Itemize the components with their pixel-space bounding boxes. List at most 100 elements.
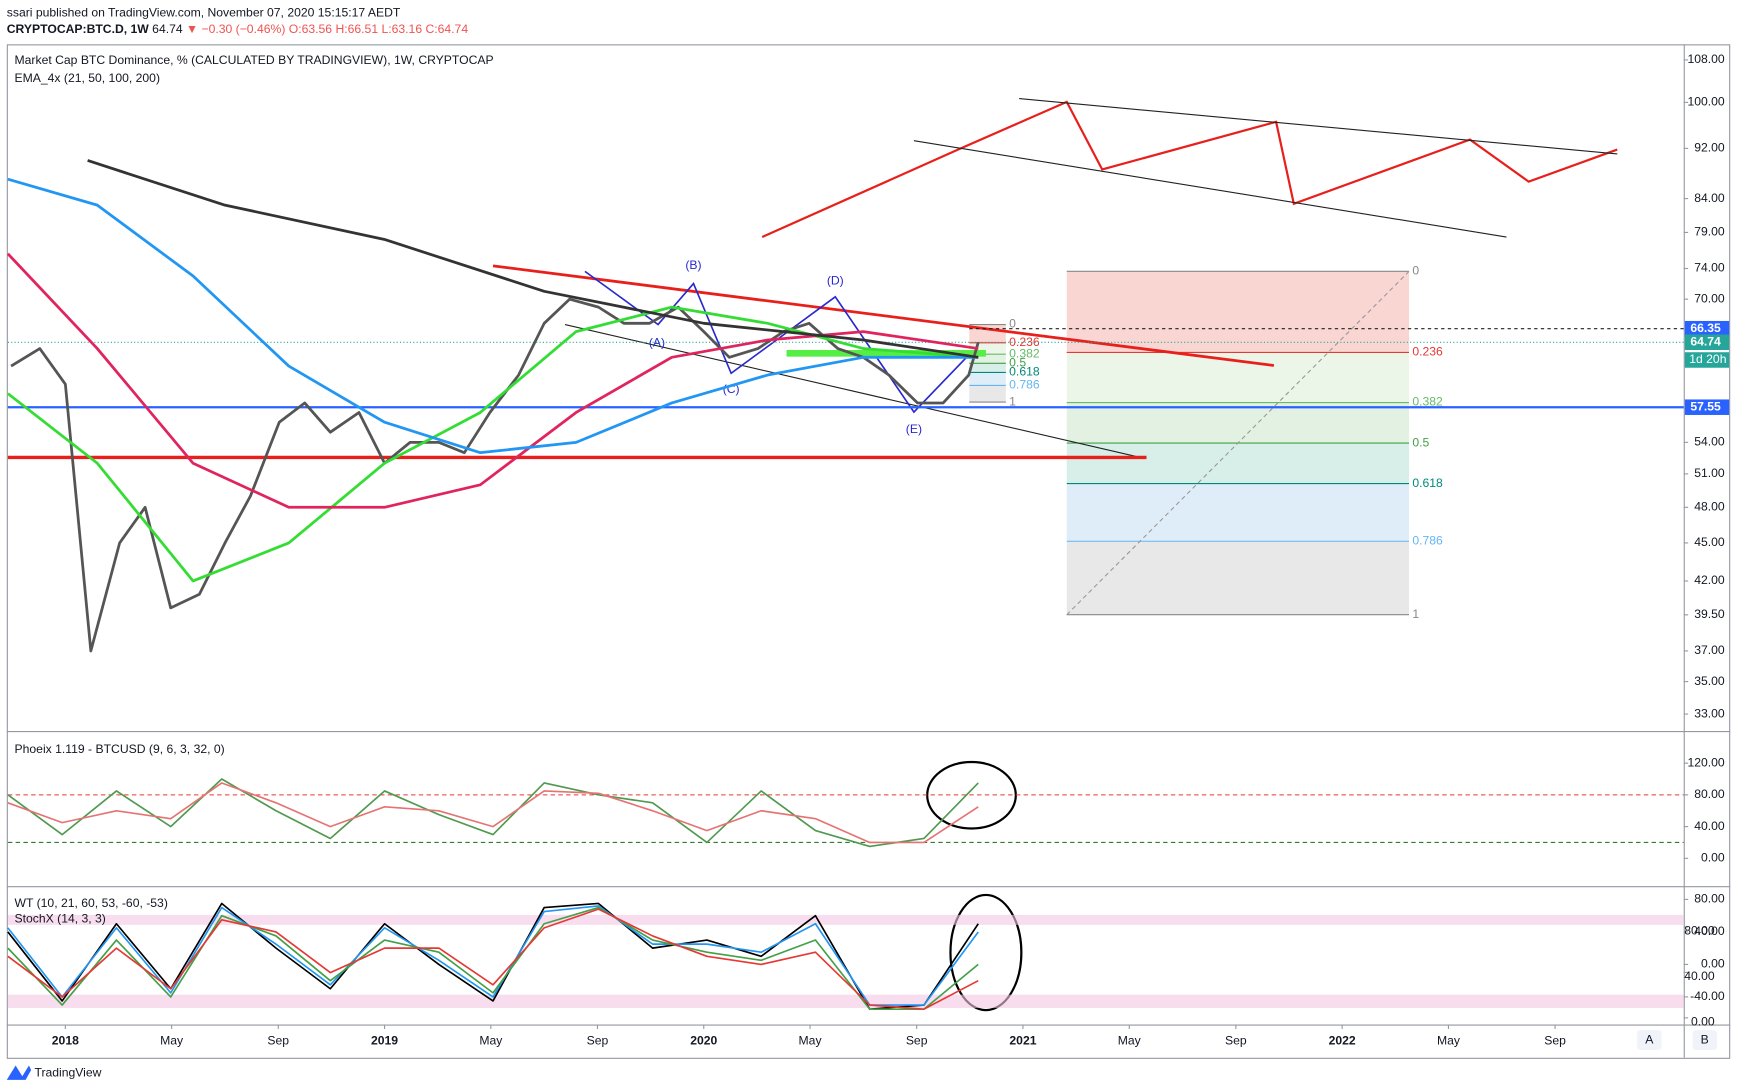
scale-button-label[interactable]: A [1645, 1032, 1654, 1046]
fib-zone [969, 385, 1006, 403]
y-tick-label: 108.00 [1687, 52, 1724, 66]
fib-zone [969, 354, 1006, 364]
series-line [6, 252, 979, 509]
series-line [7, 782, 979, 844]
x-tick-label: 2019 [371, 1033, 398, 1047]
x-tick-label: Sep [906, 1033, 928, 1047]
frames [6, 44, 1731, 1059]
frame [6, 44, 1731, 1059]
x-tick-label: 2018 [52, 1033, 79, 1047]
fib-label: 0.236 [1009, 335, 1040, 349]
circle-mark [949, 893, 1023, 1012]
y-tick-label: -40.00 [1690, 989, 1725, 1003]
y-tick-label: 35.00 [1694, 674, 1725, 688]
y-tick-label: 42.00 [1694, 573, 1725, 587]
green-zone [786, 350, 986, 357]
y-tick-label: 0.00 [1701, 957, 1725, 971]
logo: TradingView [34, 1065, 101, 1079]
y-tick-label: 92.00 [1694, 141, 1725, 155]
y-tick-label: 100.00 [1687, 95, 1724, 109]
resistance-line [492, 264, 1275, 367]
symbol-line: CRYPTOCAP:BTC.D, 1W 64.74 ▼ −0.30 (−0.46… [7, 22, 469, 36]
y2-tick-label: 80.00 [1684, 924, 1715, 938]
x-tick-label: May [799, 1033, 823, 1047]
chart-title: Market Cap BTC Dominance, % (CALCULATED … [15, 53, 494, 67]
y-tick-label: 40.00 [1694, 924, 1725, 938]
y-tick-label: 80.00 [1694, 787, 1725, 801]
channel-line [564, 323, 1136, 457]
fib-diagonal [1066, 270, 1410, 616]
y-tick-label: 80.00 [1694, 892, 1725, 906]
y-tick-label: 51.00 [1694, 466, 1725, 480]
symbol: CRYPTOCAP:BTC.D, 1W [7, 22, 150, 36]
fib-zone [1066, 402, 1410, 444]
y-tick-label: 84.00 [1694, 191, 1725, 205]
ohlc: O:63.56 H:66.51 L:63.16 C:64.74 [289, 22, 469, 36]
logo-icon [6, 1065, 32, 1080]
fib-label: 0.5 [1412, 435, 1429, 449]
series-line [7, 177, 979, 455]
wave-zigzag [584, 270, 970, 414]
fib-label: 0.786 [1412, 533, 1443, 547]
x-tick-label: May [160, 1033, 184, 1047]
fib-label: 0 [1412, 264, 1419, 278]
price-label: 57.55 [1690, 399, 1721, 413]
fib-label: 0.5 [1009, 356, 1026, 370]
channel-line [913, 140, 1507, 238]
price-label-box [1684, 320, 1730, 337]
price-label-box [1684, 399, 1730, 415]
y-tick-label: 40.00 [1694, 819, 1725, 833]
y-tick-label: 79.00 [1694, 225, 1725, 239]
countdown: 1d 20h [1689, 352, 1726, 366]
y-tick-label: 33.00 [1694, 706, 1725, 720]
channel-line [1019, 98, 1618, 155]
y-tick-label: 0.00 [1701, 851, 1725, 865]
fib-label: 1 [1009, 394, 1016, 408]
last: 64.74 [152, 22, 183, 36]
y2-tick-label: 0.00 [1691, 1014, 1715, 1028]
scale-button[interactable] [1637, 1030, 1662, 1051]
x-tick-label: May [1437, 1033, 1461, 1047]
drawings [7, 98, 1618, 1012]
price-label-box [1684, 334, 1730, 351]
fib-zone [1066, 271, 1410, 353]
y-tick-label: 70.00 [1694, 291, 1725, 305]
scale-button-label[interactable]: B [1701, 1032, 1709, 1046]
series-line [7, 906, 979, 1010]
wave-label: (E) [906, 422, 922, 436]
series-line [87, 159, 979, 359]
scale-button[interactable] [1692, 1030, 1717, 1051]
x-tick-label: 2022 [1329, 1033, 1356, 1047]
fib-zone [969, 372, 1006, 386]
y-tick-label: 74.00 [1694, 261, 1725, 275]
chart-subtitle: EMA_4x (21, 50, 100, 200) [15, 71, 160, 85]
x-tick-label: Sep [587, 1033, 609, 1047]
fib-zone [1066, 483, 1410, 542]
ob-band [7, 914, 1684, 925]
x-tick-label: 2021 [1009, 1033, 1036, 1047]
fib-large: 0 0.236 0.382 0.5 0.618 0.786 1 [1066, 264, 1443, 621]
x-tick-label: 2020 [690, 1033, 717, 1047]
os-band [7, 994, 1684, 1008]
fib-label: 0.786 [1009, 378, 1040, 392]
y-tick-label: 45.00 [1694, 535, 1725, 549]
fib-label: 0.382 [1009, 346, 1040, 360]
fib-label: 0.618 [1412, 476, 1443, 490]
countdown-box [1684, 352, 1730, 368]
change: ▼ −0.30 (−0.46%) [186, 22, 285, 36]
fib-zone [969, 363, 1006, 373]
fib-label: 0.236 [1412, 345, 1443, 359]
series-line [7, 305, 979, 583]
fib-label: 1 [1412, 607, 1419, 621]
fib-zone [1066, 443, 1410, 484]
x-tick-label: May [479, 1033, 503, 1047]
fib-zone [1066, 541, 1410, 615]
x-tick-label: Sep [1225, 1033, 1247, 1047]
series-line [7, 905, 979, 1006]
y-tick-label: 39.50 [1694, 607, 1725, 621]
indicator-title: WT (10, 21, 60, 53, -60, -53) [15, 896, 168, 910]
series-line [7, 908, 979, 1010]
y-tick-label: 37.00 [1694, 643, 1725, 657]
x-tick-label: Sep [1544, 1033, 1566, 1047]
